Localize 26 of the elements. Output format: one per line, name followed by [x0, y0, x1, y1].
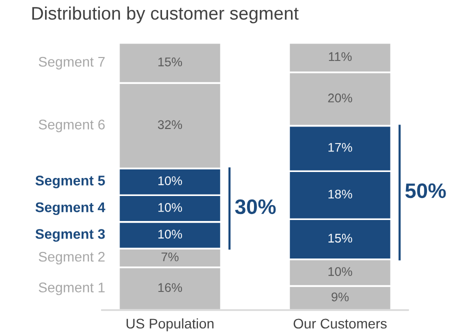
data-label: 17% [328, 143, 352, 152]
data-label: 18% [328, 190, 352, 199]
series-label: Segment 7 [38, 56, 105, 70]
data-label: 20% [328, 94, 352, 102]
data-label: 16% [158, 283, 182, 292]
data-label: 7% [162, 252, 179, 262]
data-label: 11% [328, 52, 352, 61]
series-label: Segment 4 [35, 202, 106, 216]
data-label: 10% [328, 267, 352, 276]
data-label: 9% [332, 292, 349, 302]
x-tick-label: Our Customers [294, 318, 387, 329]
data-label: 15% [328, 234, 352, 243]
series-label: Segment 1 [38, 282, 105, 296]
series-label: Segment 3 [35, 229, 105, 242]
annotation: 30% [235, 199, 276, 214]
x-tick-label: US Population [126, 318, 214, 332]
data-label: 10% [158, 176, 182, 186]
data-label: 15% [158, 58, 182, 66]
annotation: 50% [405, 183, 446, 198]
data-label: 10% [158, 230, 182, 239]
series-label: Segment 5 [35, 176, 105, 188]
data-label: 32% [158, 120, 182, 130]
chart-title: Distribution by customer segment [32, 6, 299, 24]
series-label: Segment 2 [38, 252, 105, 264]
data-label: 10% [158, 203, 182, 212]
series-label: Segment 6 [38, 120, 105, 132]
